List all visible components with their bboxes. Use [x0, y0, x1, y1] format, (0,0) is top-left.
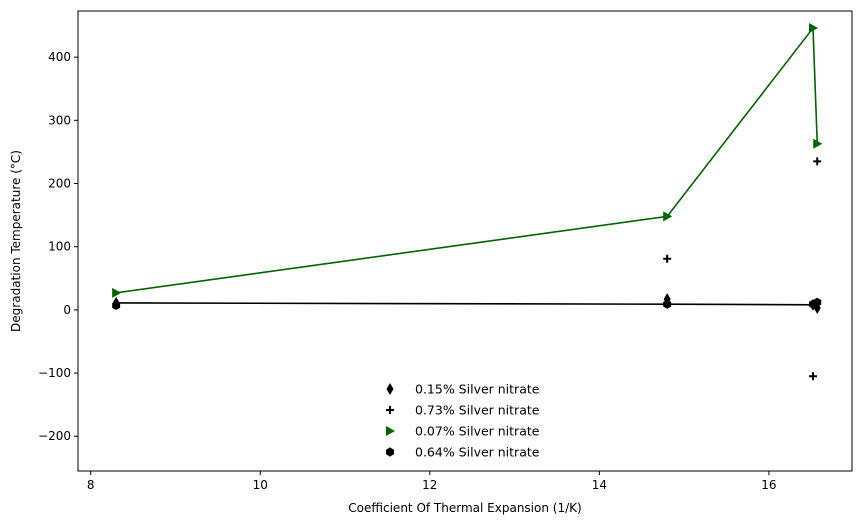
series-4-point-4 [813, 297, 822, 307]
y-tick-label: 100 [48, 240, 71, 254]
series-3-point-2 [663, 211, 673, 222]
legend-marker-2 [386, 406, 394, 414]
legend-marker-3 [386, 426, 395, 436]
legend-label-2: 0.73% Silver nitrate [415, 403, 540, 418]
y-tick-label: −100 [38, 366, 71, 380]
y-tick-label: 300 [48, 113, 71, 127]
y-tick-label: 0 [63, 303, 71, 317]
legend-label-3: 0.07% Silver nitrate [415, 424, 540, 439]
series-3-point-4 [813, 138, 823, 149]
legend-marker-4 [386, 447, 394, 457]
data-marks [112, 23, 823, 381]
x-tick-label: 10 [253, 478, 268, 492]
series-2-point-1 [663, 254, 672, 263]
x-tick-label: 16 [761, 478, 776, 492]
x-axis: 8 10 12 14 16 [87, 471, 777, 492]
y-tick-label: 400 [48, 50, 71, 64]
series-line-3 [116, 25, 819, 294]
x-tick-label: 12 [422, 478, 437, 492]
legend: 0.15% Silver nitrate 0.73% Silver nitrate… [386, 382, 540, 460]
plot-area [77, 10, 853, 472]
series-2-point-2 [809, 372, 818, 381]
x-tick-label: 14 [592, 478, 607, 492]
series-3-point-1 [112, 287, 122, 298]
series-4-point-1 [112, 300, 121, 311]
y-axis: −200 −100 0 100 200 300 400 [38, 50, 78, 443]
series-3-point-3 [809, 23, 819, 34]
x-axis-title: Coefficient Of Thermal Expansion (1/K) [348, 501, 581, 515]
y-tick-label: 200 [48, 177, 71, 191]
series-2-point-3 [813, 157, 822, 166]
legend-marker-1 [386, 383, 394, 395]
y-axis-title: Degradation Temperature (°C) [9, 150, 23, 332]
series-4-point-2 [663, 299, 672, 309]
legend-label-4: 0.64% Silver nitrate [415, 445, 540, 460]
x-tick-label: 8 [87, 478, 95, 492]
y-tick-label: −200 [38, 429, 71, 443]
legend-label-1: 0.15% Silver nitrate [415, 382, 540, 397]
